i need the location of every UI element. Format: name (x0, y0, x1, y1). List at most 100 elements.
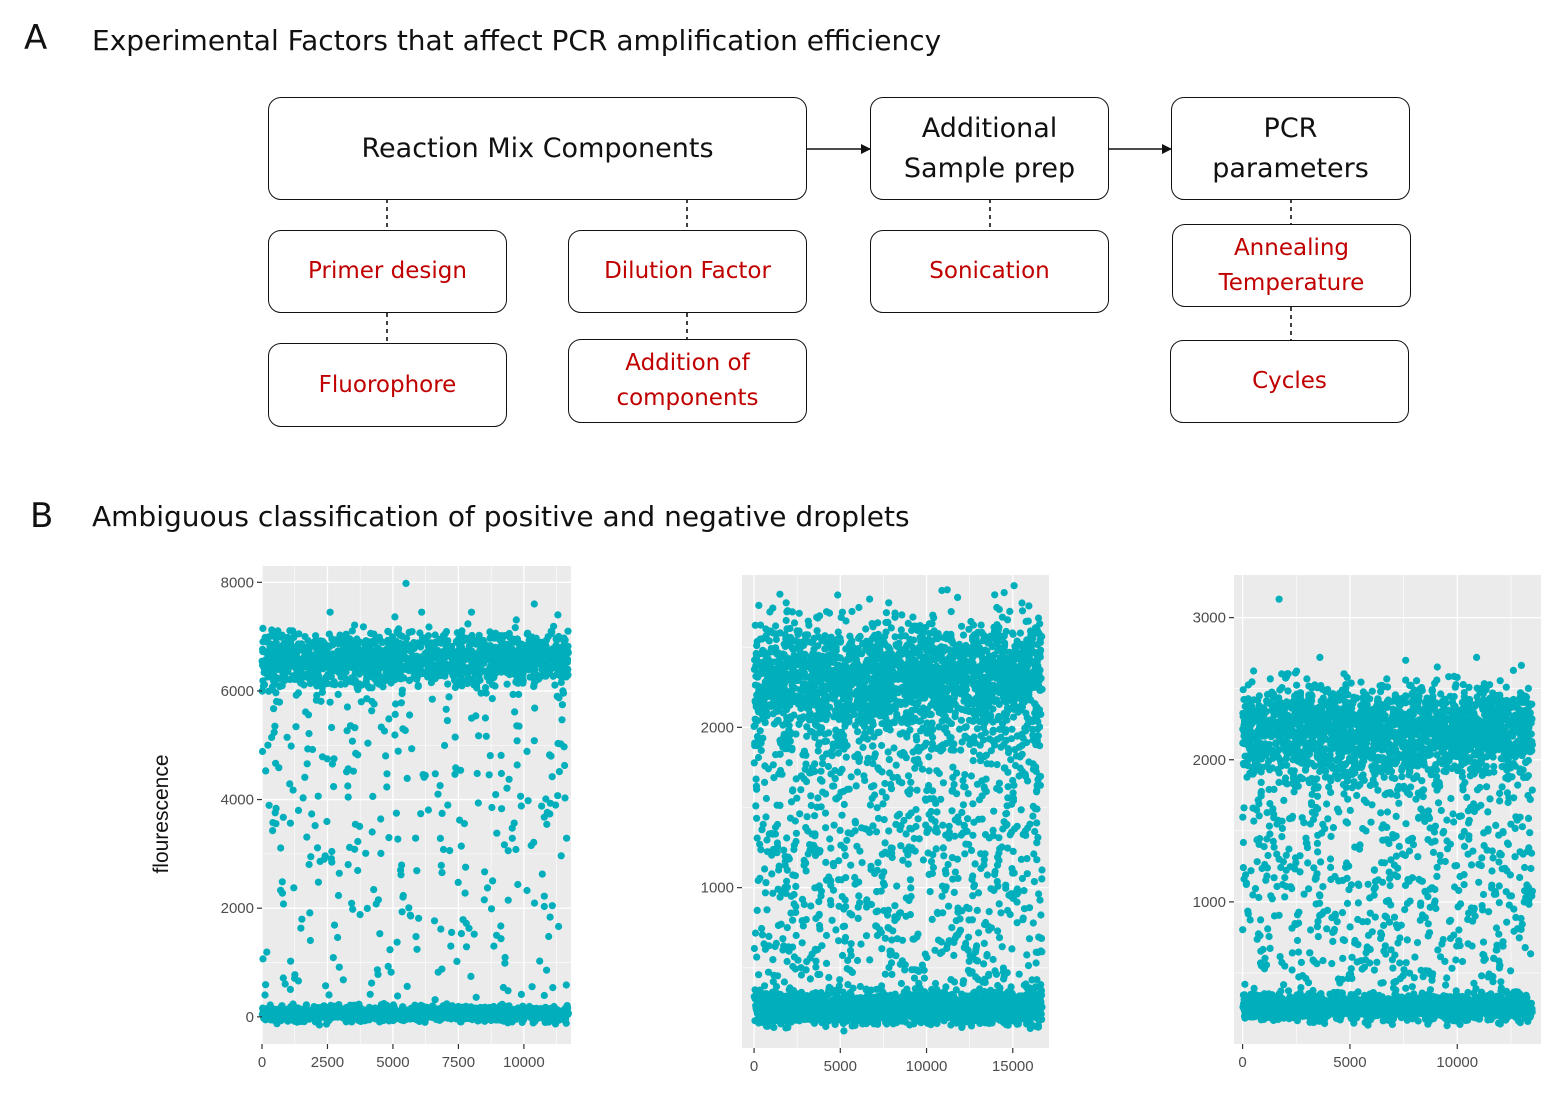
data-point-positive (283, 662, 291, 671)
data-point-positive (452, 655, 460, 663)
data-point-positive (312, 632, 320, 640)
data-point-positive (295, 630, 303, 638)
data-point-positive (463, 634, 471, 643)
y-tick-label: 0 (246, 1009, 254, 1026)
data-point-positive (1036, 638, 1044, 647)
panel-b-title: Ambiguous classification of positive and… (92, 500, 910, 533)
data-point-intermediate (308, 810, 316, 818)
data-point-positive (947, 608, 955, 616)
data-point-positive (446, 647, 454, 655)
data-point-positive (553, 634, 561, 642)
data-point-intermediate (412, 834, 420, 842)
data-point-positive (391, 613, 399, 621)
data-point-intermediate (344, 782, 352, 790)
data-point-positive (451, 683, 459, 692)
data-point-intermediate (413, 945, 421, 953)
data-point-positive (991, 591, 999, 599)
data-point-positive (318, 684, 326, 692)
data-point-positive (381, 647, 389, 655)
data-point-positive (476, 676, 484, 684)
data-point-intermediate (334, 891, 343, 900)
data-point-intermediate (510, 819, 518, 827)
data-point-positive (802, 631, 810, 639)
data-point-intermediate (397, 871, 405, 879)
data-point-intermediate (339, 976, 347, 984)
data-point-intermediate (299, 794, 307, 802)
data-point-intermediate (497, 922, 505, 930)
data-point-positive (265, 639, 274, 648)
data-point-intermediate (456, 816, 464, 824)
data-point-intermediate (334, 690, 342, 699)
data-point-intermediate (292, 691, 300, 699)
box-label-line-2: Sample prep (903, 152, 1076, 184)
data-point-positive (843, 656, 851, 664)
data-point-outliers (467, 608, 476, 616)
data-point-positive (269, 647, 277, 655)
data-point-positive (405, 667, 413, 675)
data-point-intermediate (329, 954, 337, 962)
data-point-intermediate (436, 834, 444, 843)
data-point-intermediate (328, 723, 336, 732)
data-point-positive (458, 644, 466, 652)
data-point-intermediate (549, 984, 557, 992)
y-tick-label: 8000 (221, 574, 254, 591)
data-point-intermediate (370, 886, 378, 894)
data-point-intermediate (344, 861, 352, 869)
data-point-intermediate (394, 992, 402, 1000)
data-point-positive (967, 617, 975, 626)
data-point-negative (390, 1003, 398, 1011)
data-point-intermediate (481, 714, 489, 722)
data-point-positive (439, 632, 447, 640)
data-point-intermediate (540, 892, 548, 900)
data-point-intermediate (261, 991, 269, 999)
data-point-intermediate (547, 752, 555, 760)
data-point-positive (427, 639, 435, 647)
data-point-intermediate (500, 841, 508, 849)
data-point-positive (327, 657, 335, 665)
data-point-intermediate (259, 677, 267, 685)
data-point-positive (433, 646, 441, 654)
data-point-intermediate (540, 813, 548, 821)
data-point-intermediate (510, 708, 519, 716)
data-point-intermediate (543, 820, 551, 828)
data-point-positive (259, 624, 267, 633)
panel-a-letter: A (24, 18, 48, 58)
data-point-negative (557, 1009, 566, 1017)
data-point-positive (1033, 712, 1042, 720)
data-point-positive (882, 714, 890, 722)
data-point-positive (977, 717, 985, 725)
data-point-intermediate (305, 860, 313, 869)
data-point-intermediate (451, 733, 459, 741)
data-point-intermediate (356, 911, 364, 919)
data-point-positive (286, 627, 294, 635)
data-point-intermediate (269, 827, 277, 835)
data-point-intermediate (562, 981, 570, 989)
data-point-positive (414, 682, 422, 690)
data-point-positive (316, 665, 324, 673)
data-point-intermediate (444, 801, 452, 809)
data-point-intermediate (437, 861, 445, 870)
data-point-intermediate (376, 930, 384, 938)
data-point-intermediate (369, 792, 377, 801)
data-point-positive (259, 658, 267, 667)
data-point-positive (1035, 706, 1043, 714)
data-point-positive (395, 625, 403, 633)
data-point-positive (318, 647, 326, 655)
data-point-positive (795, 720, 803, 729)
reaction-mix-components-box: Reaction Mix Components (268, 97, 807, 200)
data-point-positive (561, 636, 569, 644)
data-point-positive (365, 638, 374, 646)
data-point-positive (1023, 714, 1031, 722)
data-point-intermediate (439, 845, 448, 854)
data-point-positive (977, 621, 985, 629)
box-label-line-2: components (616, 385, 759, 411)
data-point-positive (806, 709, 814, 717)
data-point-intermediate (399, 893, 407, 901)
data-point-intermediate (322, 982, 330, 990)
data-point-positive (475, 631, 483, 639)
data-point-positive (951, 713, 959, 721)
data-point-intermediate (272, 689, 280, 697)
box-label-line-1: PCR (1263, 112, 1318, 144)
data-point-intermediate (472, 712, 480, 720)
data-point-intermediate (405, 904, 413, 912)
